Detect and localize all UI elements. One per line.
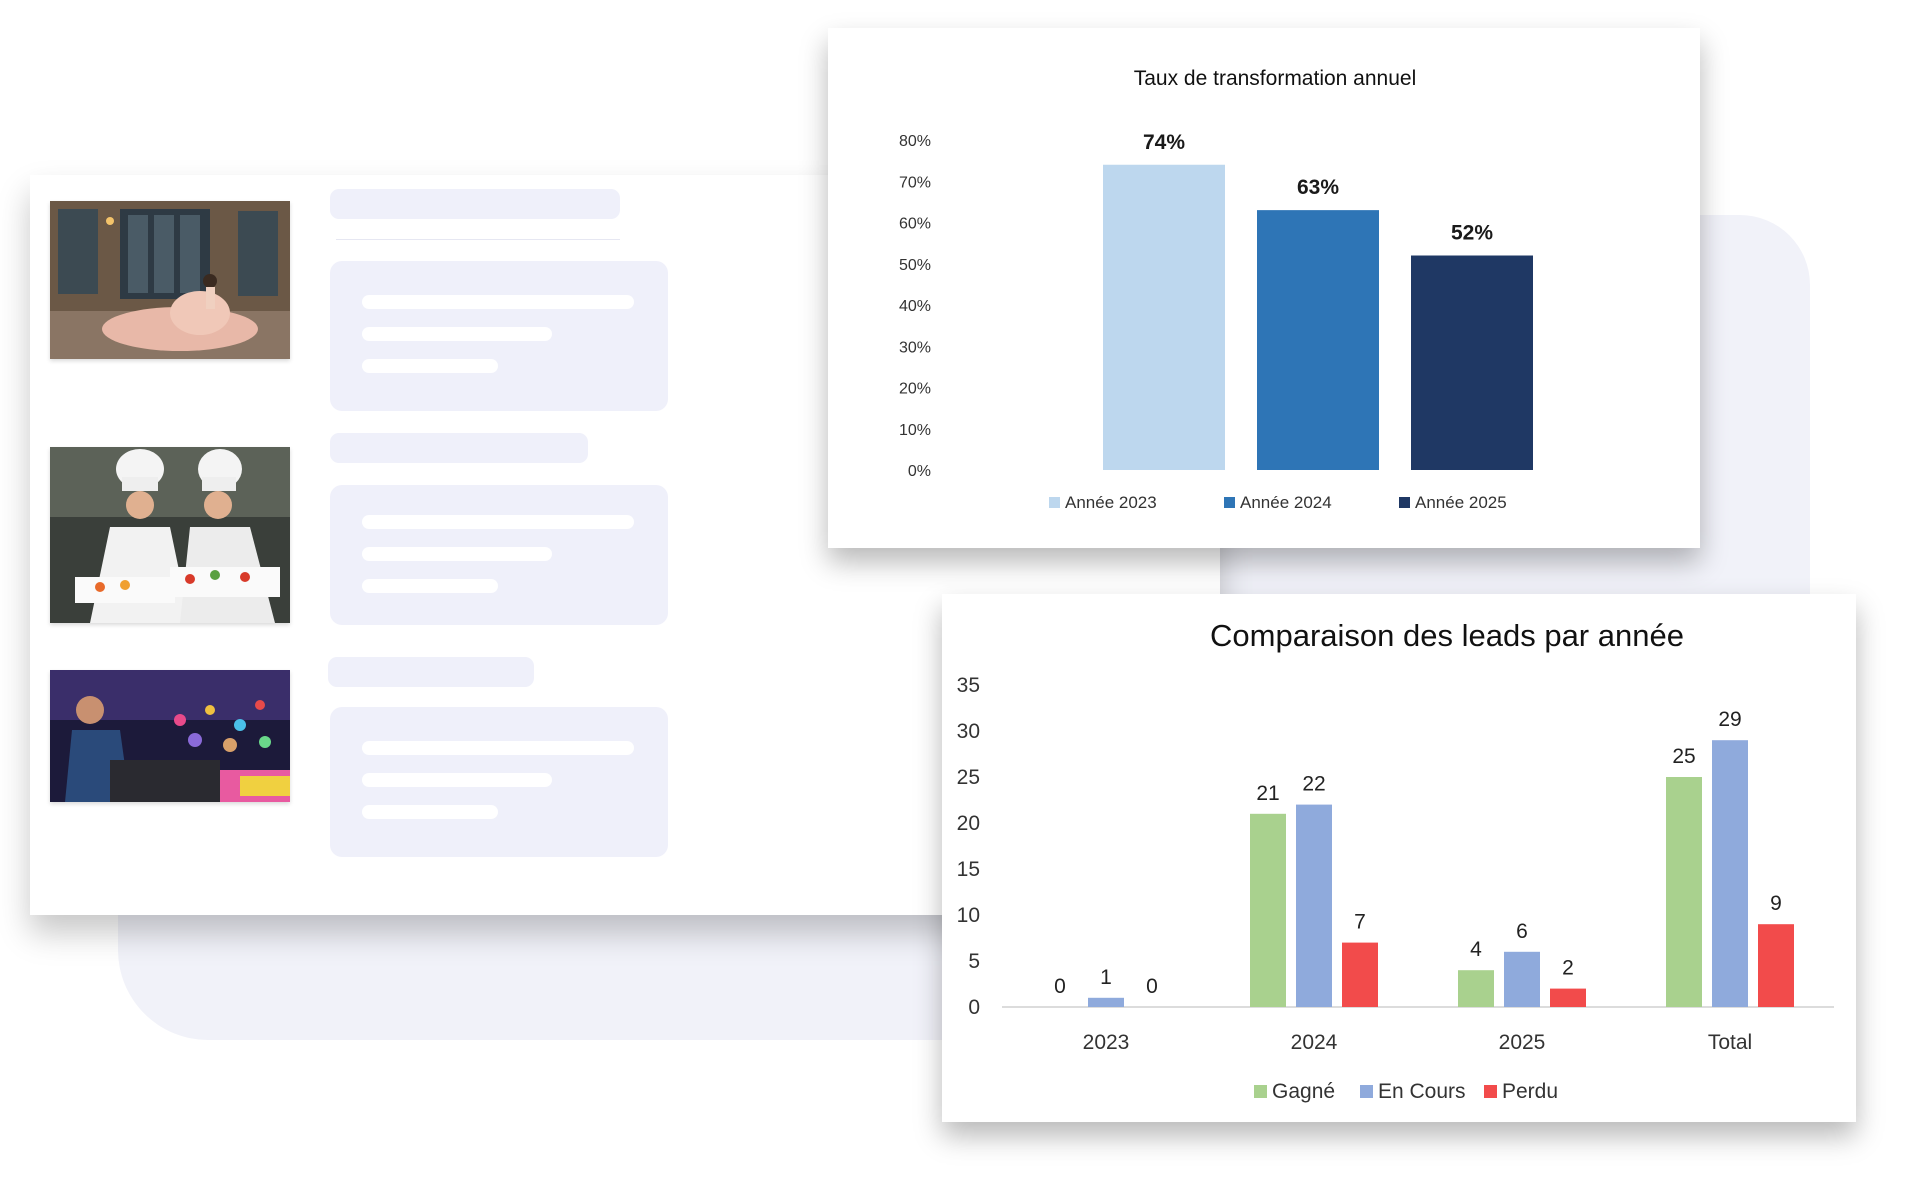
bar-en-cours-2025 xyxy=(1504,951,1540,1007)
leads-comparison-chart: Comparaison des leads par année 0 5 10 15 20… xyxy=(942,594,1856,1122)
text-line-placeholder xyxy=(362,773,552,787)
data-label: 7 xyxy=(1354,911,1366,934)
x-tick-label: 2023 xyxy=(1083,1031,1130,1054)
leads-comparison-chart-svg: Comparaison des leads par année 05101520… xyxy=(957,618,1834,1103)
title-placeholder xyxy=(330,433,588,463)
bar-en-cours-total xyxy=(1712,740,1748,1007)
bar-année-2023 xyxy=(1103,164,1225,470)
bar-gagné-total xyxy=(1666,777,1702,1007)
x-tick-label: Total xyxy=(1708,1031,1752,1054)
dj-party-photo-icon xyxy=(50,670,290,802)
details-placeholder xyxy=(330,707,668,857)
y-tick-label: 20% xyxy=(899,381,931,398)
chefs-photo-icon xyxy=(50,447,290,623)
legend-swatch xyxy=(1049,497,1060,508)
data-label: 63% xyxy=(1297,176,1339,199)
title-placeholder xyxy=(328,657,534,687)
data-label: 74% xyxy=(1143,131,1185,154)
data-label: 1 xyxy=(1100,966,1112,989)
bar-perdu-2024 xyxy=(1342,942,1378,1007)
y-tick-label: 35 xyxy=(957,674,980,697)
y-tick-label: 80% xyxy=(899,133,931,150)
y-tick-label: 10% xyxy=(899,422,931,439)
legend-swatch xyxy=(1224,497,1235,508)
bar-année-2025 xyxy=(1411,255,1533,470)
text-line-placeholder xyxy=(362,359,498,373)
data-label: 29 xyxy=(1718,708,1741,731)
data-label: 22 xyxy=(1302,773,1325,796)
bar-année-2024 xyxy=(1257,210,1379,470)
y-tick-label: 30% xyxy=(899,339,931,356)
y-tick-label: 20 xyxy=(957,812,980,835)
y-tick-label: 15 xyxy=(957,858,980,881)
text-line-placeholder xyxy=(362,295,634,309)
legend-swatch xyxy=(1399,497,1410,508)
data-label: 25 xyxy=(1672,745,1695,768)
legend-label: Gagné xyxy=(1272,1080,1335,1103)
legend-label: En Cours xyxy=(1378,1080,1466,1103)
y-tick-label: 50% xyxy=(899,257,931,274)
bar-perdu-2025 xyxy=(1550,988,1586,1007)
data-label: 9 xyxy=(1770,892,1782,915)
wedding-photo-icon xyxy=(50,201,290,359)
text-line-placeholder xyxy=(362,327,552,341)
text-line-placeholder xyxy=(362,515,634,529)
y-tick-label: 30 xyxy=(957,720,980,743)
y-tick-label: 5 xyxy=(968,950,980,973)
title-placeholder xyxy=(330,189,620,219)
legend-swatch xyxy=(1254,1085,1267,1098)
bar-en-cours-2024 xyxy=(1296,804,1332,1007)
y-tick-label: 40% xyxy=(899,298,931,315)
y-tick-label: 10 xyxy=(957,904,980,927)
data-label: 4 xyxy=(1470,938,1482,961)
data-label: 0 xyxy=(1054,975,1066,998)
legend-swatch xyxy=(1360,1085,1373,1098)
bar-perdu-total xyxy=(1758,924,1794,1007)
y-tick-label: 0% xyxy=(908,463,931,480)
bar-gagné-2025 xyxy=(1458,970,1494,1007)
y-tick-label: 25 xyxy=(957,766,980,789)
divider-placeholder xyxy=(336,239,620,240)
bar-en-cours-2023 xyxy=(1088,997,1124,1007)
legend-label: Perdu xyxy=(1502,1080,1558,1103)
y-tick-label: 60% xyxy=(899,216,931,233)
data-label: 2 xyxy=(1562,957,1574,980)
data-label: 6 xyxy=(1516,920,1528,943)
chart-title: Comparaison des leads par année xyxy=(1210,618,1684,653)
legend-label: Année 2025 xyxy=(1415,493,1507,512)
conversion-rate-chart-svg: Taux de transformation annuel 0% 10% 20% 30… xyxy=(899,67,1533,512)
bar-gagné-2024 xyxy=(1250,813,1286,1007)
legend-label: Année 2023 xyxy=(1065,493,1157,512)
legend-swatch xyxy=(1484,1085,1497,1098)
data-label: 0 xyxy=(1146,975,1158,998)
y-tick-label: 70% xyxy=(899,174,931,191)
data-label: 52% xyxy=(1451,222,1493,245)
text-line-placeholder xyxy=(362,741,634,755)
details-placeholder xyxy=(330,485,668,625)
legend-label: Année 2024 xyxy=(1240,493,1332,512)
x-tick-label: 2025 xyxy=(1499,1031,1546,1054)
details-placeholder xyxy=(330,261,668,411)
text-line-placeholder xyxy=(362,579,498,593)
y-tick-label: 0 xyxy=(968,996,980,1019)
data-label: 21 xyxy=(1256,782,1279,805)
text-line-placeholder xyxy=(362,547,552,561)
conversion-rate-chart: Taux de transformation annuel 0% 10% 20% 30… xyxy=(828,28,1700,548)
text-line-placeholder xyxy=(362,805,498,819)
x-tick-label: 2024 xyxy=(1291,1031,1338,1054)
chart-title: Taux de transformation annuel xyxy=(1134,67,1417,90)
